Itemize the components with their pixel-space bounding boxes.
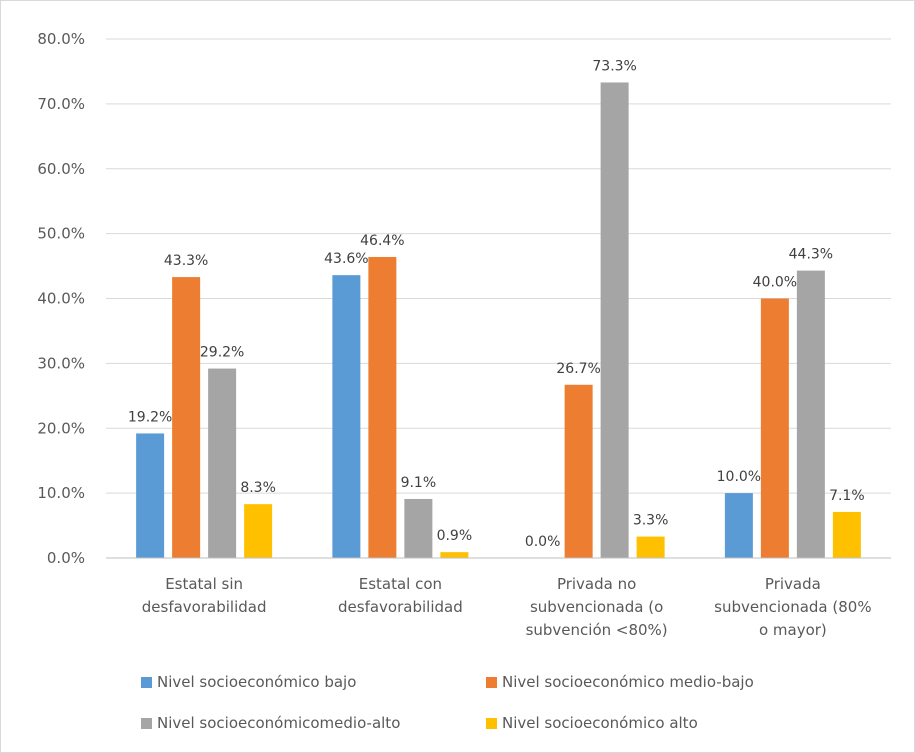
data-label: 9.1% — [401, 475, 437, 491]
data-label: 3.3% — [633, 513, 669, 529]
data-label: 43.6% — [324, 251, 368, 267]
bars — [136, 82, 861, 558]
bar — [724, 493, 753, 558]
y-axis-tick-labels: 0.0% 10.0% 20.0% 30.0% 40.0% 50.0% 60.0% 70.0% 8… — [37, 30, 85, 567]
data-labels: 19.2% 43.3% 29.2% 8.3% 43.6% 46.4% 9.1% 0.9% 0.0… — [128, 58, 865, 550]
data-label: 40.0% — [753, 275, 797, 291]
data-label: 10.0% — [717, 469, 761, 485]
legend-swatch — [141, 677, 152, 688]
y-tick-label: 80.0% — [37, 30, 85, 48]
gridlines — [106, 38, 891, 494]
bar — [600, 82, 629, 558]
legend-item: Nivel socioeconómico alto — [486, 714, 698, 732]
bar — [208, 368, 237, 558]
bar — [564, 384, 593, 558]
y-tick-label: 50.0% — [37, 225, 85, 243]
data-label: 7.1% — [829, 488, 865, 504]
legend-swatch — [486, 718, 497, 729]
data-label: 0.0% — [525, 534, 561, 550]
legend-label: Nivel socioeconómicomedio-alto — [157, 714, 400, 732]
bar — [368, 256, 397, 558]
bar — [796, 270, 825, 558]
legend-item: Nivel socioeconómicomedio-alto — [141, 714, 400, 732]
category-label: Estatal con desfavorabilidad — [338, 575, 463, 616]
data-label: 44.3% — [789, 247, 833, 263]
legend-label: Nivel socioeconómico bajo — [157, 673, 356, 691]
y-tick-label: 70.0% — [37, 95, 85, 113]
legend-swatch — [486, 677, 497, 688]
legend-label: Nivel socioeconómico medio-bajo — [502, 673, 754, 691]
bar — [136, 433, 165, 558]
bar — [440, 552, 469, 558]
legend-swatch — [141, 718, 152, 729]
data-label: 0.9% — [437, 528, 473, 544]
category-label: Privada no subvencionada (o subvención <80… — [526, 575, 668, 639]
y-tick-label: 60.0% — [37, 160, 85, 178]
legend-item: Nivel socioeconómico bajo — [141, 673, 356, 691]
category-labels: Estatal sin desfavorabilidad Estatal con de… — [142, 575, 872, 639]
category-label: Privada subvencionada (80% o mayor) — [714, 575, 871, 639]
legend-label: Nivel socioeconómico alto — [502, 714, 698, 732]
bar — [404, 498, 433, 558]
category-label: Estatal sin desfavorabilidad — [142, 575, 267, 616]
bar — [636, 536, 665, 558]
data-label: 8.3% — [240, 480, 276, 496]
bar — [832, 511, 861, 558]
data-label: 73.3% — [592, 58, 636, 74]
legend: Nivel socioeconómico bajo Nivel socioecon… — [141, 673, 754, 732]
data-label: 43.3% — [164, 253, 208, 269]
y-tick-label: 30.0% — [37, 354, 85, 372]
y-tick-label: 20.0% — [37, 419, 85, 437]
y-tick-label: 40.0% — [37, 290, 85, 308]
bar — [760, 298, 789, 558]
y-tick-label: 10.0% — [37, 484, 85, 502]
bar — [244, 504, 273, 558]
bar — [172, 277, 201, 558]
data-label: 46.4% — [360, 233, 404, 249]
legend-item: Nivel socioeconómico medio-bajo — [486, 673, 754, 691]
data-label: 29.2% — [200, 345, 244, 361]
data-label: 26.7% — [556, 361, 600, 377]
y-tick-label: 0.0% — [47, 549, 85, 567]
bar — [332, 275, 361, 558]
data-label: 19.2% — [128, 409, 172, 425]
